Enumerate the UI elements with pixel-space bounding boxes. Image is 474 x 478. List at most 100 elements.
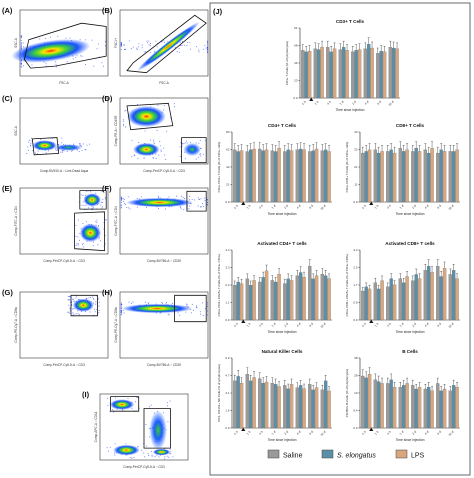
x-tick-label: 1 h (374, 204, 380, 210)
flow-event (146, 207, 148, 208)
flow-panel-8: Comp-PerCP-Cy5-5-A :: CD3 Comp-APC-A :: C… (82, 390, 189, 469)
flow-gate[interactable] (186, 190, 207, 212)
flow-plot-frame (19, 97, 109, 165)
flow-event (128, 40, 130, 42)
flow-gate[interactable] (74, 211, 105, 252)
flow-event (20, 61, 22, 63)
flow-event (82, 201, 84, 203)
flow-density-cluster (183, 142, 201, 157)
flow-event (164, 154, 166, 156)
bar (361, 152, 365, 203)
flow-event (191, 312, 193, 314)
flow-event (163, 109, 164, 111)
flow-event (157, 104, 159, 106)
injection-arrow-icon (369, 201, 374, 205)
bar (239, 150, 244, 203)
flow-event (114, 443, 116, 445)
flow-event (100, 204, 102, 206)
flow-gate[interactable] (126, 102, 174, 131)
flow-event (153, 143, 155, 144)
flow-density-cluster (113, 444, 140, 456)
flow-gate[interactable] (23, 22, 107, 69)
flow-event (98, 301, 100, 303)
flow-event (37, 150, 39, 152)
flow-y-axis-label: Comp-FITC-A :: CD4 (14, 206, 18, 236)
flow-event (55, 149, 57, 151)
y-tick-label: 1.1 (225, 301, 230, 305)
flow-x-axis-label: FSC-A (159, 81, 169, 85)
flow-event (83, 205, 85, 207)
flow-gate[interactable] (126, 14, 207, 74)
flow-event (183, 209, 185, 211)
flow-event (120, 44, 122, 46)
flow-event (163, 412, 165, 414)
flow-event (69, 312, 71, 314)
flow-event (106, 447, 108, 449)
flow-event (20, 37, 22, 39)
flow-event (120, 302, 122, 304)
flow-event (30, 142, 32, 144)
flow-event (70, 150, 72, 152)
bar (320, 47, 324, 99)
chart-title: B Cells (402, 349, 418, 354)
flow-event (122, 120, 124, 122)
flow-gate[interactable] (181, 137, 207, 164)
bar (380, 151, 384, 203)
flow-event (81, 204, 83, 206)
flow-event (44, 37, 46, 39)
flow-event (55, 63, 57, 65)
flow-gate[interactable] (70, 294, 98, 317)
flow-event (157, 195, 159, 197)
flow-event (72, 308, 74, 310)
flow-event (127, 398, 129, 399)
flow-gate[interactable] (143, 408, 171, 449)
bar (326, 47, 330, 99)
flow-event (52, 137, 54, 139)
flow-event (207, 204, 209, 206)
flow-gate[interactable] (174, 294, 207, 323)
bar (286, 278, 290, 321)
flow-event (47, 150, 49, 152)
bar (258, 378, 262, 429)
x-tick-label: 4 h (258, 322, 264, 328)
flow-event (207, 41, 209, 43)
x-tick-label: 4 d (296, 204, 302, 210)
flow-gate[interactable] (79, 190, 107, 210)
flow-event (76, 55, 78, 57)
flow-event (101, 207, 103, 209)
flow-event (83, 209, 85, 210)
flow-event (164, 456, 166, 458)
flow-event (159, 312, 161, 314)
flow-event (120, 197, 122, 199)
flow-event (204, 45, 206, 47)
flow-event (172, 456, 174, 458)
bar (324, 149, 328, 203)
x-tick-label: -1 h (232, 322, 239, 329)
flow-event (82, 244, 83, 246)
flow-gate[interactable] (31, 137, 60, 156)
flow-event (132, 301, 134, 303)
flow-event (183, 143, 185, 145)
bar-chart-1: CD4+ T Cells 0.0 21 42 62 83 -1 h 1 h 4 h 1 d 2 d 4… (217, 123, 332, 216)
flow-event (120, 204, 122, 206)
x-tick-label: -1 h (300, 100, 307, 107)
y-tick-label: 1.7 (353, 283, 358, 287)
flow-event (152, 157, 154, 159)
flow-event (68, 304, 70, 306)
flow-event (166, 130, 168, 132)
flow-event (127, 196, 129, 198)
flow-event (27, 150, 29, 151)
flow-event (196, 46, 197, 48)
bar (386, 286, 390, 321)
flow-event (120, 198, 122, 200)
flow-event (147, 453, 149, 454)
flow-event (207, 47, 209, 49)
flow-event (67, 295, 69, 297)
bar (448, 151, 452, 203)
bar (417, 278, 422, 321)
flow-gate[interactable] (110, 396, 140, 412)
y-tick-label: 4.4 (225, 248, 230, 252)
bar (295, 275, 299, 321)
flow-event (176, 51, 178, 53)
flow-event (146, 40, 148, 42)
